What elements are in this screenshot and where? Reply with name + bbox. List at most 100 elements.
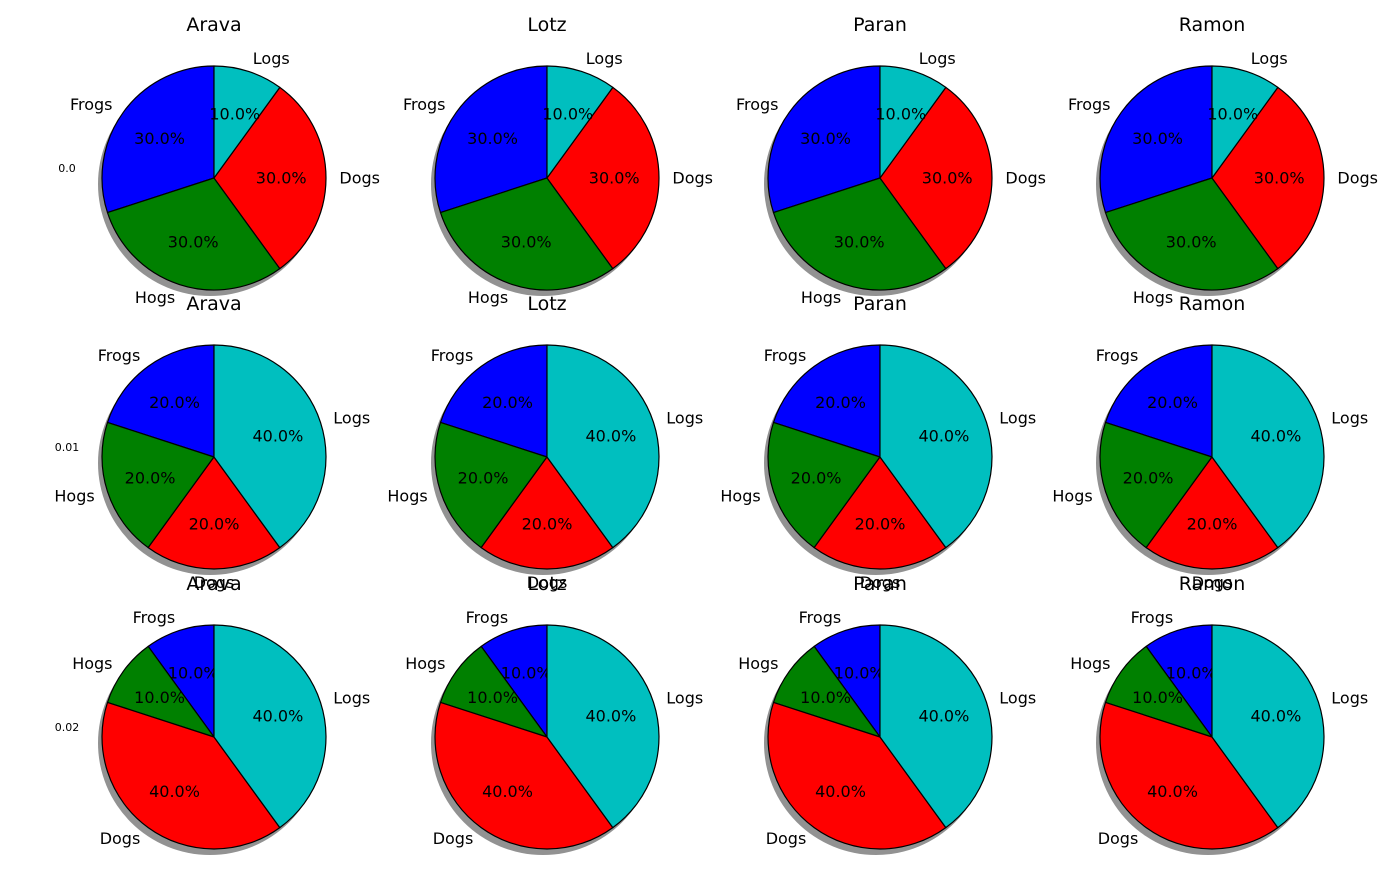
slice-pct-logs: 10.0% — [209, 105, 260, 124]
pie-slice-logs — [546, 344, 660, 549]
pie-arava-row1: Frogs 20.0% Hogs 20.0% Dogs 20.0% Logs 40.0% Ara… — [54, 293, 370, 592]
pie-slice-dogs — [213, 86, 327, 270]
slice-label-logs: Logs — [1331, 689, 1368, 708]
slice-label-logs: Logs — [1331, 409, 1368, 428]
slice-pct-hogs: 10.0% — [1132, 688, 1183, 707]
slice-pct-frogs: 30.0% — [467, 129, 518, 148]
slice-pct-hogs: 30.0% — [1166, 232, 1217, 251]
pie-arava-row2: Frogs 10.0% Hogs 10.0% Dogs 40.0% Logs 40.0% Ara… — [72, 573, 370, 855]
slice-label-logs: Logs — [919, 49, 956, 68]
slice-label-logs: Logs — [253, 49, 290, 68]
pie-paran-row2: Frogs 10.0% Hogs 10.0% Dogs 40.0% Logs 40.0% Par… — [738, 573, 1036, 855]
slice-label-frogs: Frogs — [1131, 608, 1174, 627]
slice-label-dogs: Dogs — [194, 573, 235, 592]
slice-label-dogs: Dogs — [527, 573, 568, 592]
slice-pct-hogs: 30.0% — [168, 232, 219, 251]
slice-label-logs: Logs — [666, 689, 703, 708]
slice-pct-dogs: 40.0% — [149, 782, 200, 801]
slice-pct-frogs: 30.0% — [134, 129, 185, 148]
slice-label-logs: Logs — [1251, 49, 1288, 68]
row-label: 0.01 — [55, 441, 80, 454]
slice-label-logs: Logs — [666, 409, 703, 428]
pie-title: Arava — [186, 293, 241, 315]
pie-slice-frogs — [772, 344, 881, 458]
slice-pct-dogs: 20.0% — [1187, 515, 1238, 534]
pie-slice-logs — [1211, 624, 1325, 829]
slice-pct-logs: 40.0% — [252, 707, 303, 726]
pie-title: Lotz — [527, 14, 566, 36]
pie-title: Ramon — [1179, 573, 1246, 595]
pie-slice-dogs — [1145, 456, 1279, 570]
pie-slice-hogs — [1104, 177, 1279, 291]
slice-label-frogs: Frogs — [70, 95, 113, 114]
slice-pct-logs: 10.0% — [542, 105, 593, 124]
slice-label-frogs: Frogs — [1096, 346, 1139, 365]
slice-pct-hogs: 10.0% — [134, 688, 185, 707]
pie-slice-hogs — [439, 177, 614, 291]
pie-lotz-row2: Frogs 10.0% Hogs 10.0% Dogs 40.0% Logs 40.0% Lot… — [405, 573, 703, 855]
pie-slice-logs — [213, 65, 281, 179]
slice-label-frogs: Frogs — [736, 95, 779, 114]
pie-slice-frogs — [434, 65, 548, 214]
pie-slice-dogs — [767, 701, 947, 850]
pie-slice-hogs — [101, 421, 215, 549]
pie-slice-dogs — [101, 701, 281, 850]
pie-slice-dogs — [879, 86, 993, 270]
pie-slice-dogs — [546, 86, 660, 270]
slice-pct-frogs: 20.0% — [149, 393, 200, 412]
slice-label-dogs: Dogs — [433, 829, 474, 848]
slice-pct-dogs: 20.0% — [855, 515, 906, 534]
slice-pct-logs: 10.0% — [1207, 105, 1258, 124]
slice-label-hogs: Hogs — [468, 288, 508, 307]
pie-ramon-row0: Frogs 30.0% Hogs 30.0% Dogs 30.0% Logs 10.0% Ram… — [1068, 14, 1378, 307]
pie-slice-logs — [1211, 344, 1325, 549]
slice-label-frogs: Frogs — [799, 608, 842, 627]
pie-slice-hogs — [434, 421, 548, 549]
slice-pct-frogs: 10.0% — [168, 664, 219, 683]
pie-slice-hogs — [772, 177, 947, 291]
slice-pct-dogs: 30.0% — [256, 169, 307, 188]
slice-label-frogs: Frogs — [764, 346, 807, 365]
pie-slice-frogs — [767, 65, 881, 214]
pie-slice-dogs — [147, 456, 281, 570]
slice-label-logs: Logs — [333, 409, 370, 428]
slice-label-hogs: Hogs — [801, 288, 841, 307]
slice-pct-logs: 40.0% — [252, 427, 303, 446]
pie-slice-logs — [213, 624, 327, 829]
pie-ramon-row1: Frogs 20.0% Hogs 20.0% Dogs 20.0% Logs 40.0% Ram… — [1052, 293, 1368, 592]
slice-pct-frogs: 10.0% — [501, 664, 552, 683]
slice-label-dogs: Dogs — [1098, 829, 1139, 848]
pie-slice-hogs — [767, 421, 881, 549]
slice-pct-logs: 40.0% — [1250, 707, 1301, 726]
slice-pct-hogs: 20.0% — [458, 468, 509, 487]
slice-label-hogs: Hogs — [135, 288, 175, 307]
slice-label-frogs: Frogs — [466, 608, 509, 627]
pie-paran-row0: Frogs 30.0% Hogs 30.0% Dogs 30.0% Logs 10.0% Par… — [736, 14, 1046, 307]
slice-label-logs: Logs — [586, 49, 623, 68]
slice-label-frogs: Frogs — [98, 346, 141, 365]
pie-slice-logs — [879, 624, 993, 829]
slice-pct-dogs: 40.0% — [1147, 782, 1198, 801]
slice-label-frogs: Frogs — [431, 346, 474, 365]
pie-title: Paran — [853, 573, 907, 595]
pie-slice-dogs — [1211, 86, 1325, 270]
slice-pct-dogs: 40.0% — [482, 782, 533, 801]
slice-pct-hogs: 10.0% — [467, 688, 518, 707]
slice-label-dogs: Dogs — [766, 829, 807, 848]
slice-label-logs: Logs — [999, 689, 1036, 708]
slice-label-hogs: Hogs — [1052, 486, 1092, 505]
pie-slice-dogs — [813, 456, 947, 570]
pie-title: Arava — [186, 573, 241, 595]
pie-ramon-row2: Frogs 10.0% Hogs 10.0% Dogs 40.0% Logs 40.0% Ram… — [1070, 573, 1368, 855]
slice-pct-frogs: 10.0% — [1166, 664, 1217, 683]
slice-label-frogs: Frogs — [133, 608, 176, 627]
pie-title: Arava — [186, 14, 241, 36]
pie-slice-frogs — [106, 344, 215, 458]
pie-slice-logs — [546, 65, 614, 179]
slice-pct-logs: 40.0% — [585, 707, 636, 726]
slice-label-dogs: Dogs — [339, 169, 380, 188]
slice-pct-logs: 10.0% — [875, 105, 926, 124]
slice-pct-frogs: 30.0% — [800, 129, 851, 148]
slice-pct-dogs: 40.0% — [815, 782, 866, 801]
